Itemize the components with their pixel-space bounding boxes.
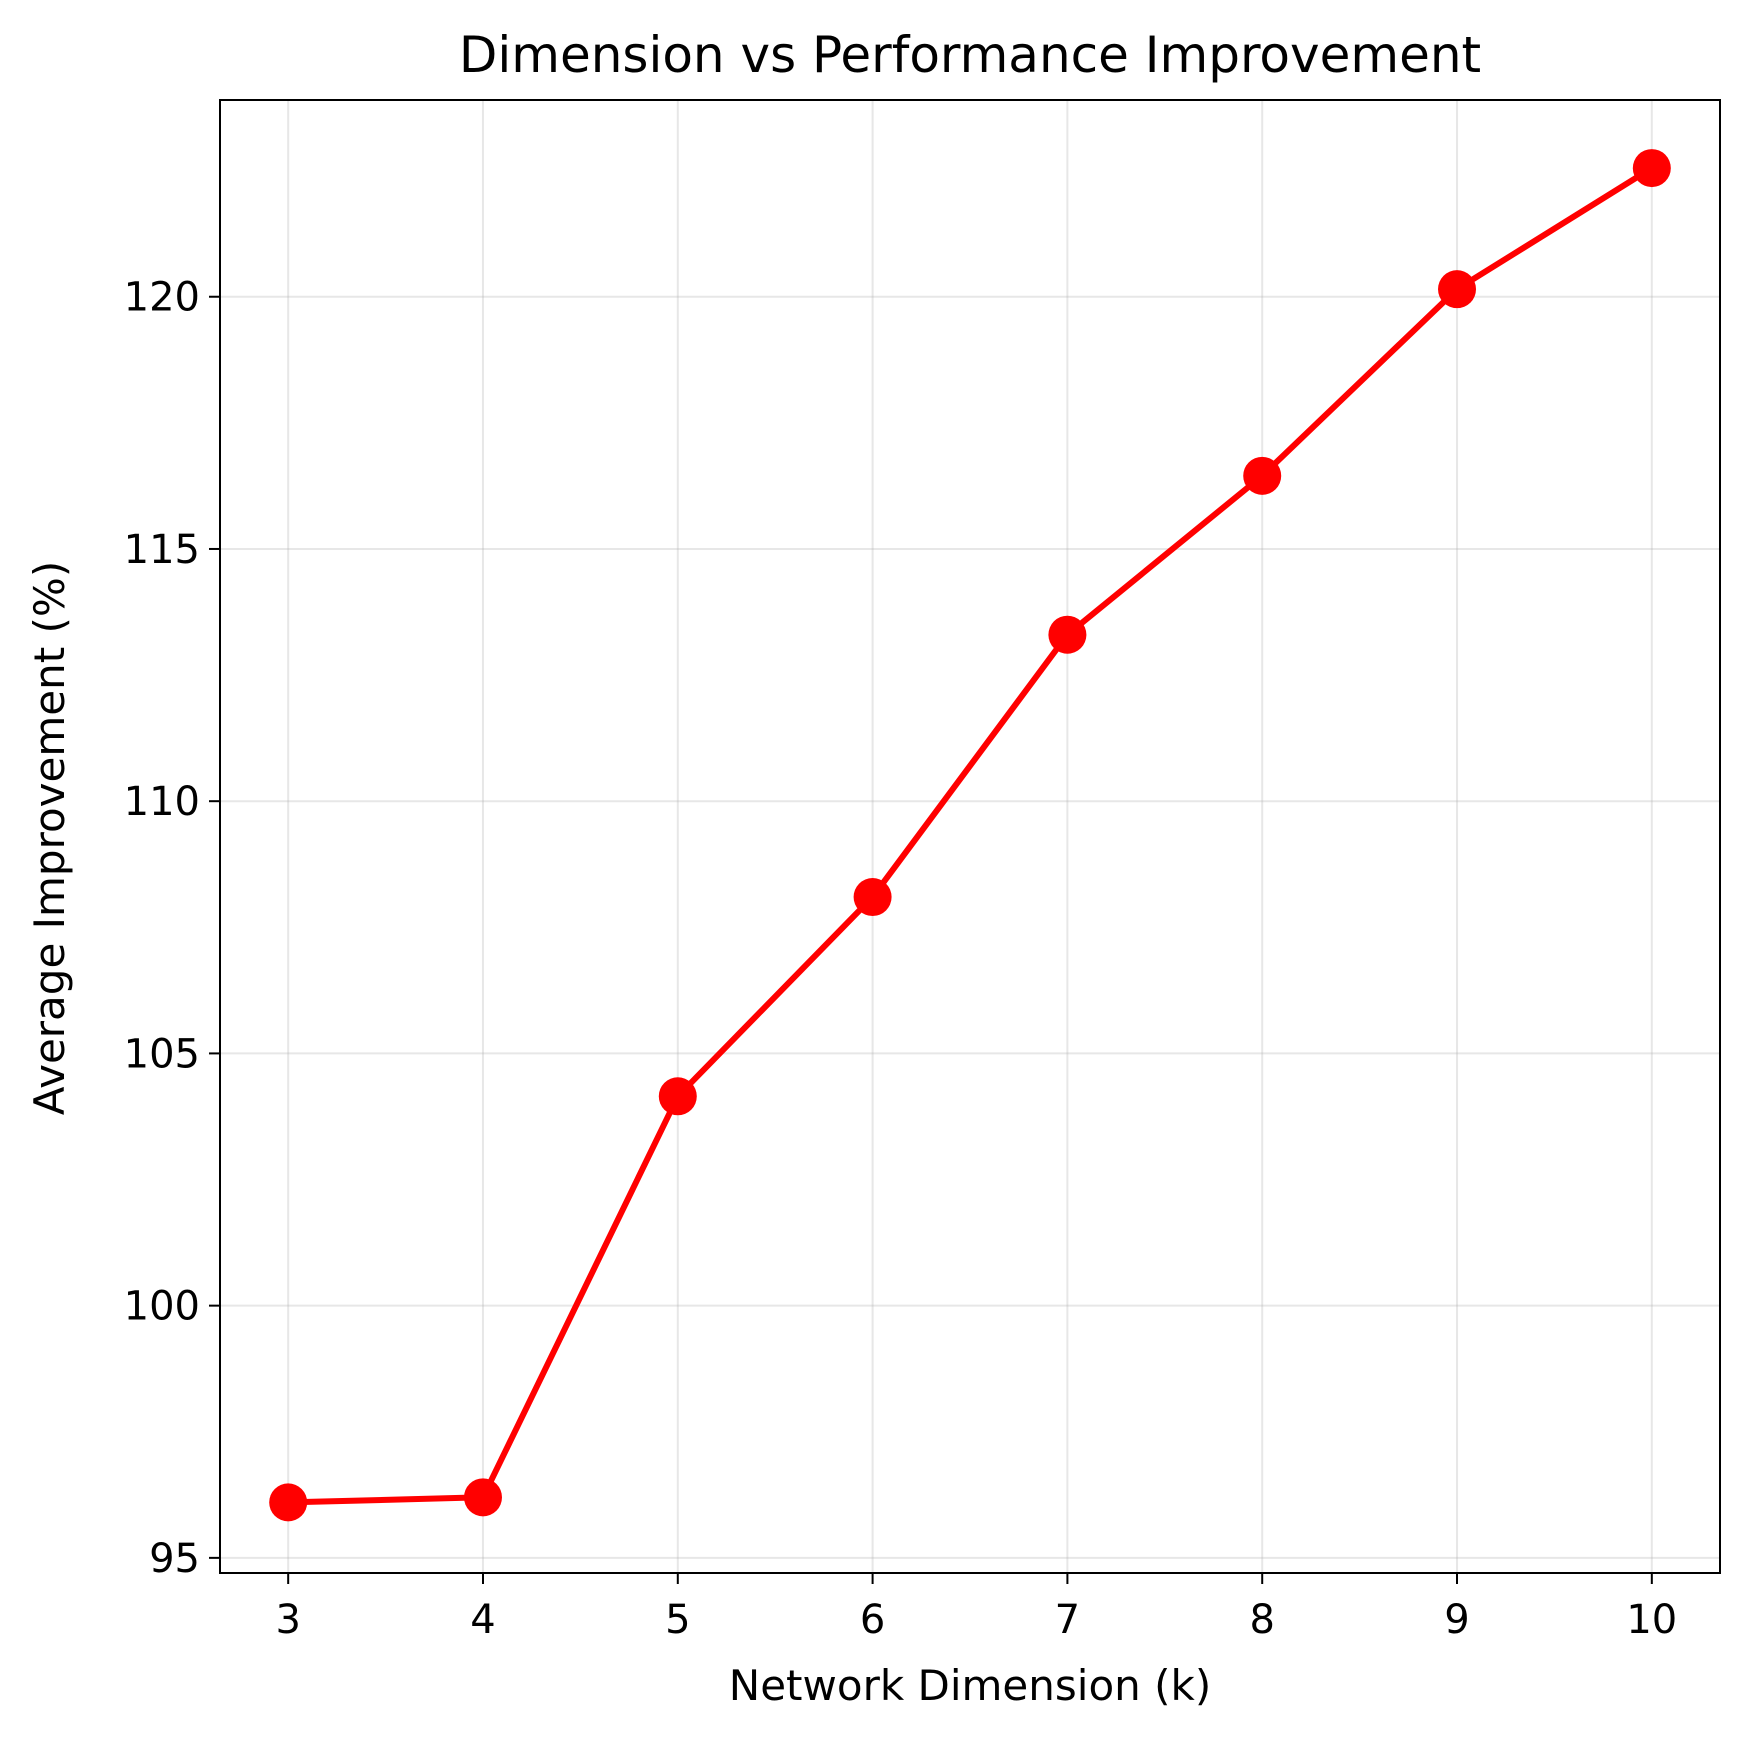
data-point-marker: [463, 1478, 502, 1517]
y-tick-label: 95: [149, 1536, 200, 1582]
x-tick-label: 5: [665, 1597, 690, 1643]
x-tick-label: 4: [470, 1597, 495, 1643]
series-line-path: [288, 165, 1654, 1506]
x-tick-label: 6: [860, 1597, 885, 1643]
y-axis-label: Average Improvement (%): [25, 561, 74, 1115]
x-tick-label: 9: [1444, 1597, 1469, 1643]
series-line: [269, 149, 1671, 1522]
data-point-marker: [658, 1077, 697, 1116]
y-tick-label: 120: [124, 275, 200, 321]
y-tick-label: 115: [124, 527, 200, 573]
y-tick-label: 110: [124, 779, 200, 825]
x-tick-label: 8: [1249, 1597, 1274, 1643]
x-tick-label: 10: [1626, 1597, 1677, 1643]
x-axis-label: Network Dimension (k): [729, 1661, 1211, 1710]
data-point-marker: [1243, 456, 1282, 495]
y-tick-label: 100: [124, 1284, 200, 1330]
grid-lines: [220, 100, 1720, 1573]
data-point-marker: [269, 1483, 308, 1522]
x-tick-label: 3: [275, 1597, 300, 1643]
axis-ticks: 3 4 5 6 7 8 9 10 95 100 105 110 115 120: [124, 275, 1678, 1643]
data-point-marker: [1632, 149, 1671, 188]
plot-frame: [219, 99, 1721, 1574]
y-tick-label: 105: [124, 1031, 200, 1077]
chart-title: Dimension vs Performance Improvement: [459, 26, 1481, 84]
data-point-marker: [1048, 615, 1087, 654]
x-tick-label: 7: [1055, 1597, 1080, 1643]
data-point-marker: [1438, 270, 1477, 309]
data-point-marker: [853, 878, 892, 917]
